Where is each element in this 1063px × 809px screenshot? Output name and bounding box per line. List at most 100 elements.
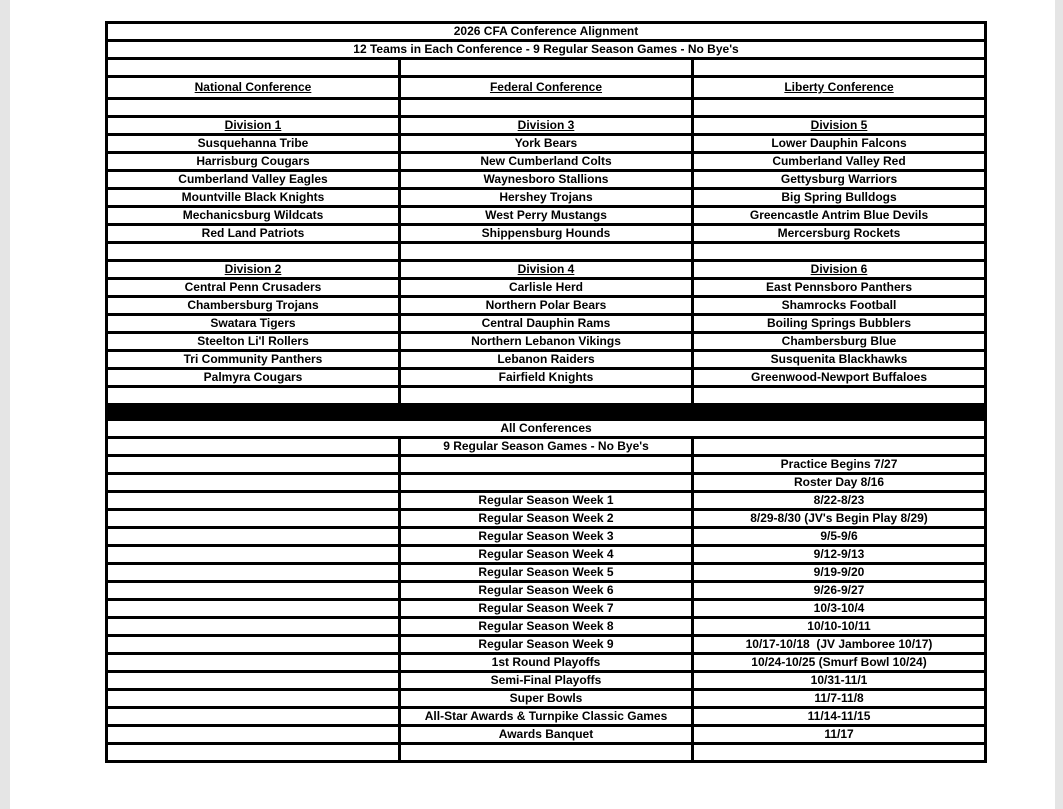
team-cell: York Bears (398, 133, 694, 154)
team-cell: New Cumberland Colts (398, 151, 694, 172)
empty-cell (105, 454, 401, 475)
empty-cell (105, 508, 401, 529)
all-conferences-subheader: 9 Regular Season Games - No Bye's (398, 436, 694, 457)
schedule-event-cell: Regular Season Week 9 (398, 634, 694, 655)
schedule-date-cell: 9/26-9/27 (690, 580, 988, 601)
schedule-event-cell: Regular Season Week 7 (398, 598, 694, 619)
empty-cell (398, 454, 694, 475)
empty-cell (105, 472, 401, 493)
schedule-event-cell: Regular Season Week 8 (398, 616, 694, 637)
empty-cell (105, 241, 401, 262)
info-date-cell: Roster Day 8/16 (690, 472, 988, 493)
conference-name-liberty: Liberty Conference (690, 75, 988, 100)
spacer-row (105, 57, 988, 78)
title-row: 2026 CFA Conference Alignment (104, 21, 988, 42)
spacer-row (105, 241, 988, 262)
empty-cell (105, 706, 401, 727)
schedule-row: Semi-Final Playoffs 10/31-11/1 (105, 670, 988, 691)
black-separator-row (104, 403, 988, 421)
team-cell: Gettysburg Warriors (690, 169, 988, 190)
team-cell: Carlisle Herd (398, 277, 694, 298)
schedule-date-cell: 8/22-8/23 (690, 490, 988, 511)
empty-cell (398, 97, 694, 118)
team-cell: Chambersburg Trojans (105, 295, 401, 316)
schedule-event-cell: Regular Season Week 5 (398, 562, 694, 583)
schedule-date-cell: 10/24-10/25 (Smurf Bowl 10/24) (690, 652, 988, 673)
schedule-row: Regular Season Week 7 10/3-10/4 (105, 598, 988, 619)
team-cell: Swatara Tigers (105, 313, 401, 334)
team-cell: Cumberland Valley Eagles (105, 169, 401, 190)
schedule-row: Regular Season Week 8 10/10-10/11 (105, 616, 988, 637)
conference-name-national: National Conference (105, 75, 401, 100)
empty-cell (690, 742, 988, 763)
spacer-row (105, 385, 988, 406)
schedule-date-cell: 8/29-8/30 (JV's Begin Play 8/29) (690, 508, 988, 529)
team-cell: Greenwood-Newport Buffaloes (690, 367, 988, 388)
team-cell: Steelton Li'l Rollers (105, 331, 401, 352)
empty-cell (398, 241, 694, 262)
team-row: Harrisburg Cougars New Cumberland Colts … (105, 151, 988, 172)
empty-cell (105, 562, 401, 583)
team-cell: Northern Lebanon Vikings (398, 331, 694, 352)
team-cell: Susquenita Blackhawks (690, 349, 988, 370)
empty-cell (105, 724, 401, 745)
empty-cell (105, 580, 401, 601)
schedule-row: Regular Season Week 5 9/19-9/20 (105, 562, 988, 583)
team-cell: Boiling Springs Bubblers (690, 313, 988, 334)
division-name: Division 2 (105, 259, 401, 280)
empty-cell (690, 436, 988, 457)
all-conferences-header-row: All Conferences (104, 418, 988, 439)
schedule-date-cell: 10/17-10/18 (JV Jamboree 10/17) (690, 634, 988, 655)
schedule-event-cell: Awards Banquet (398, 724, 694, 745)
schedule-date-cell: 10/10-10/11 (690, 616, 988, 637)
empty-cell (690, 241, 988, 262)
empty-cell (105, 97, 401, 118)
spacer-row (105, 97, 988, 118)
team-cell: Palmyra Cougars (105, 367, 401, 388)
team-cell: Tri Community Panthers (105, 349, 401, 370)
division-header-row: Division 1 Division 3 Division 5 (105, 115, 988, 136)
team-cell: Lebanon Raiders (398, 349, 694, 370)
conference-header-row: National Conference Federal Conference L… (105, 75, 988, 100)
team-cell: Hershey Trojans (398, 187, 694, 208)
team-cell: Cumberland Valley Red (690, 151, 988, 172)
schedule-event-cell: Regular Season Week 4 (398, 544, 694, 565)
team-row: Steelton Li'l Rollers Northern Lebanon V… (105, 331, 988, 352)
left-page-margin (0, 0, 10, 809)
all-conferences-subheader-row: 9 Regular Season Games - No Bye's (105, 436, 988, 457)
schedule-event-cell: Regular Season Week 1 (398, 490, 694, 511)
team-cell: Chambersburg Blue (690, 331, 988, 352)
team-cell: Shamrocks Football (690, 295, 988, 316)
schedule-date-cell: 9/5-9/6 (690, 526, 988, 547)
schedule-date-cell: 11/7-11/8 (690, 688, 988, 709)
all-conferences-header: All Conferences (104, 418, 988, 439)
page-subtitle: 12 Teams in Each Conference - 9 Regular … (104, 39, 988, 60)
division-name: Division 1 (105, 115, 401, 136)
division-header-row: Division 2 Division 4 Division 6 (105, 259, 988, 280)
schedule-row: Super Bowls 11/7-11/8 (105, 688, 988, 709)
division-name: Division 3 (398, 115, 694, 136)
schedule-row: Regular Season Week 4 9/12-9/13 (105, 544, 988, 565)
conference-name-federal: Federal Conference (398, 75, 694, 100)
schedule-row: Regular Season Week 9 10/17-10/18 (JV Ja… (105, 634, 988, 655)
division-name: Division 5 (690, 115, 988, 136)
empty-cell (105, 616, 401, 637)
info-row: Practice Begins 7/27 (105, 454, 988, 475)
schedule-event-cell: 1st Round Playoffs (398, 652, 694, 673)
team-row: Tri Community Panthers Lebanon Raiders S… (105, 349, 988, 370)
alignment-table: 2026 CFA Conference Alignment 12 Teams i… (104, 21, 988, 763)
schedule-date-cell: 9/12-9/13 (690, 544, 988, 565)
empty-cell (105, 57, 401, 78)
empty-cell (690, 385, 988, 406)
empty-cell (398, 742, 694, 763)
empty-cell (105, 742, 401, 763)
team-cell: Lower Dauphin Falcons (690, 133, 988, 154)
subtitle-row: 12 Teams in Each Conference - 9 Regular … (104, 39, 988, 60)
spacer-row (105, 742, 988, 763)
team-row: Swatara Tigers Central Dauphin Rams Boil… (105, 313, 988, 334)
page-title: 2026 CFA Conference Alignment (104, 21, 988, 42)
schedule-event-cell: Semi-Final Playoffs (398, 670, 694, 691)
empty-cell (398, 385, 694, 406)
team-cell: Big Spring Bulldogs (690, 187, 988, 208)
empty-cell (105, 652, 401, 673)
